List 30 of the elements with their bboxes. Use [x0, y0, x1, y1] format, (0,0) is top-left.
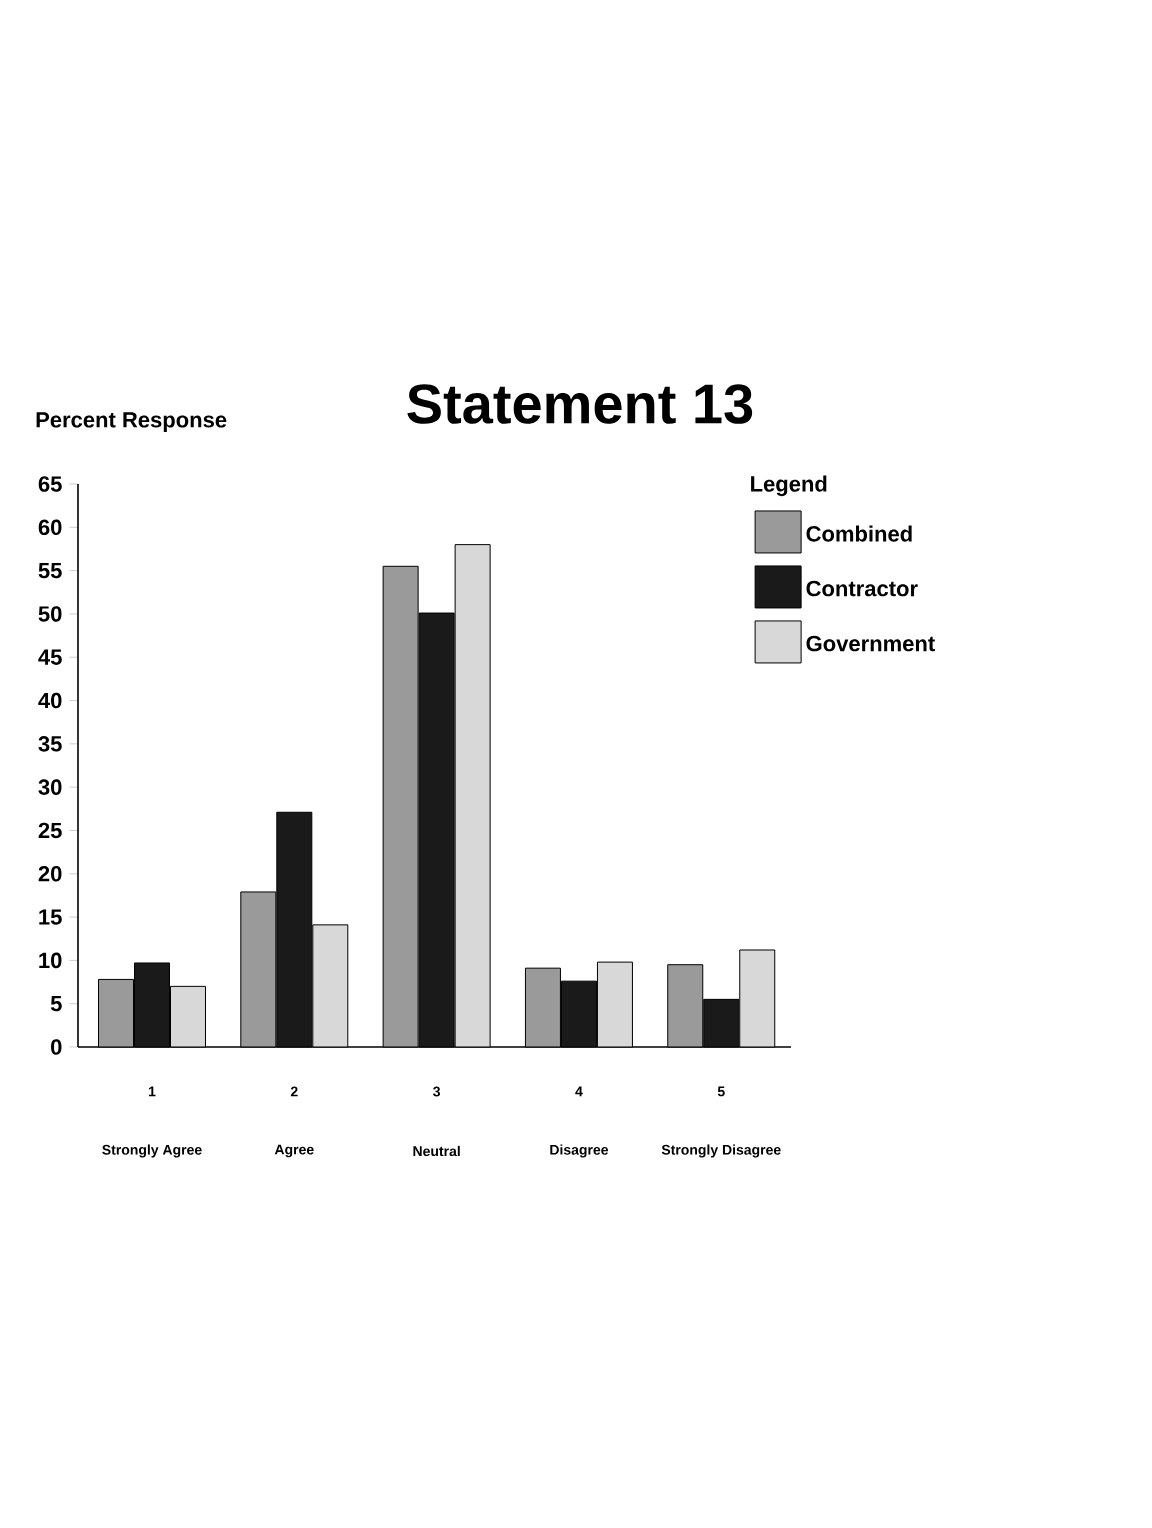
y-tick-label: 45 — [38, 649, 62, 665]
y-tick-label: 35 — [38, 736, 62, 752]
y-tick-label: 0 — [51, 1039, 62, 1055]
text: Agree — [274, 1144, 314, 1158]
y-tick-label: 50 — [38, 606, 62, 622]
legend-label: Government — [806, 635, 935, 652]
legend-title: Legend — [751, 475, 827, 497]
y-tick-label: 25 — [38, 822, 62, 839]
legend-label: Combined — [806, 525, 912, 542]
x-tick-label: 1 — [148, 1086, 156, 1097]
text: Strongly Disagree — [661, 1144, 781, 1158]
y-tick-label: 15 — [39, 909, 62, 925]
chart-title: Statement 13 — [407, 384, 753, 424]
y-tick-label: 55 — [38, 562, 62, 579]
text: Strongly Agree — [102, 1144, 202, 1158]
y-axis-title: Percent Response — [36, 412, 227, 432]
x-tick-label: 2 — [290, 1086, 298, 1097]
y-tick-label: 60 — [38, 519, 62, 536]
y-tick-label: 5 — [50, 996, 62, 1012]
y-tick-label: 40 — [38, 692, 62, 709]
y-tick-label: 20 — [38, 866, 62, 882]
x-tick-label: 3 — [433, 1086, 441, 1097]
y-tick-label: 10 — [39, 952, 62, 969]
legend-label: Contractor — [806, 580, 918, 597]
x-tick-label: 5 — [717, 1086, 725, 1097]
text: Neutral — [413, 1145, 460, 1157]
y-tick-label: 65 — [38, 476, 62, 492]
y-tick-label: 30 — [38, 779, 62, 795]
x-tick-label: 4 — [575, 1086, 583, 1097]
text: Disagree — [550, 1144, 609, 1158]
